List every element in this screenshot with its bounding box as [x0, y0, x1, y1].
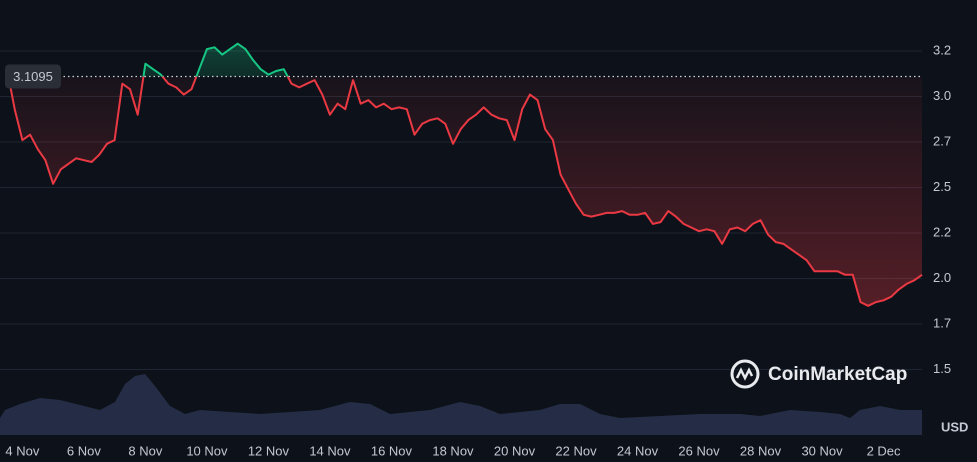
y-tick-label: 2.7: [933, 133, 951, 148]
x-tick-label: 30 Nov: [801, 443, 843, 458]
x-tick-label: 26 Nov: [678, 443, 720, 458]
x-tick-label: 24 Nov: [617, 443, 659, 458]
watermark-logo-mark: [735, 367, 754, 381]
baseline-label: 3.1095: [13, 69, 53, 84]
x-tick-label: 6 Nov: [67, 443, 101, 458]
baseline-label-box: [5, 64, 61, 89]
x-tick-label: 12 Nov: [248, 443, 290, 458]
x-tick-label: 28 Nov: [740, 443, 782, 458]
x-tick-label: 2 Dec: [867, 443, 901, 458]
watermark: CoinMarketCap: [730, 359, 907, 389]
plot: 3.1095: [5, 42, 923, 307]
y-tick-label: 2.2: [933, 224, 951, 239]
x-tick-label: 4 Nov: [5, 443, 39, 458]
x-tick-label: 20 Nov: [494, 443, 536, 458]
watermark-logo: [730, 359, 760, 389]
x-tick-label: 16 Nov: [371, 443, 413, 458]
volume-area: [0, 374, 922, 435]
y-tick-label: 2.5: [933, 179, 951, 194]
x-tick-label: 22 Nov: [555, 443, 597, 458]
unit-label: USD: [941, 419, 968, 434]
watermark-text: CoinMarketCap: [768, 364, 907, 385]
y-tick-label: 3.0: [933, 88, 951, 103]
x-tick-label: 10 Nov: [186, 443, 228, 458]
x-tick-label: 14 Nov: [309, 443, 351, 458]
price-area: [7, 43, 922, 306]
x-tick-label: 18 Nov: [432, 443, 474, 458]
price-line: [6, 42, 923, 307]
y-tick-label: 3.2: [933, 42, 951, 57]
x-tick-label: 8 Nov: [128, 443, 162, 458]
y-tick-label: 1.5: [933, 361, 951, 376]
y-tick-label: 2.0: [933, 270, 951, 285]
y-tick-label: 1.7: [933, 315, 951, 330]
